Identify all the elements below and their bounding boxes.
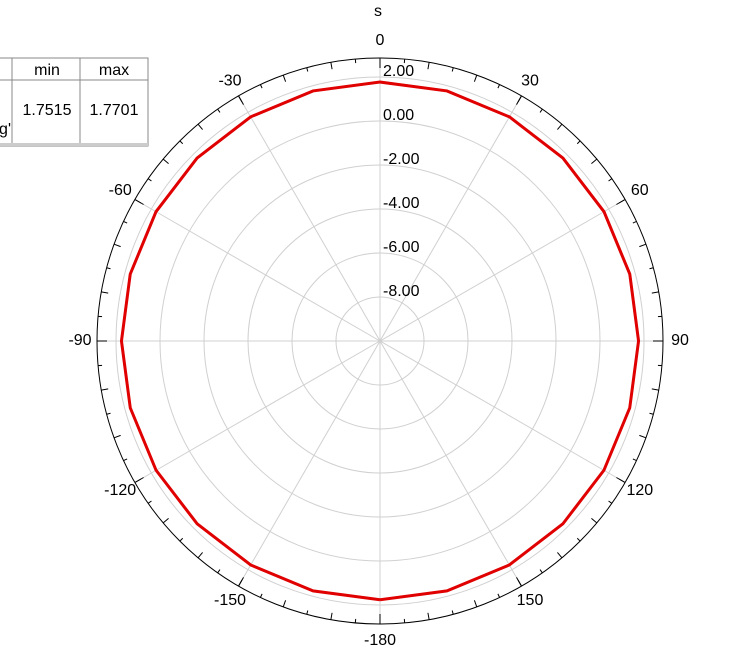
minor-tick <box>162 518 169 524</box>
minor-tick <box>576 140 581 145</box>
minor-tick <box>217 108 221 113</box>
minor-tick <box>306 67 309 72</box>
angle-label: 120 <box>626 482 653 499</box>
minor-tick <box>473 600 478 608</box>
minor-tick <box>147 178 152 182</box>
minor-tick <box>497 84 501 89</box>
minor-tick <box>517 95 522 103</box>
spoke <box>134 340 381 483</box>
legend-row-name: g' <box>0 121 11 138</box>
minor-tick <box>123 220 128 224</box>
minor-tick <box>101 291 109 294</box>
minor-tick <box>608 178 613 182</box>
legend-table: min max g' 1.7515 1.7701 <box>0 57 149 147</box>
minor-tick <box>330 62 333 70</box>
radial-label: -4.00 <box>383 195 420 212</box>
legend-shadow <box>0 143 148 146</box>
legend-max: 1.7701 <box>90 102 139 119</box>
spoke <box>238 340 381 587</box>
minor-tick <box>147 500 152 504</box>
minor-tick <box>101 388 109 391</box>
minor-tick <box>179 140 184 145</box>
minor-tick <box>451 67 454 72</box>
minor-tick <box>649 412 654 415</box>
minor-tick <box>134 478 142 483</box>
chart-title: s <box>374 3 382 20</box>
plot-area: 0 30 60 90 120 150 -180 -150 -120 -90 -60 -30 2.00 0.… <box>68 32 689 649</box>
spoke <box>238 95 381 342</box>
spoke <box>379 340 626 483</box>
legend-header: max <box>99 62 129 79</box>
minor-tick <box>451 610 454 615</box>
minor-tick <box>106 412 111 415</box>
minor-tick <box>123 458 128 462</box>
minor-tick <box>473 74 478 82</box>
minor-tick <box>639 434 647 439</box>
angle-label: -90 <box>68 332 91 349</box>
radial-label: -6.00 <box>383 239 420 256</box>
minor-tick <box>651 291 659 294</box>
minor-tick <box>179 537 184 542</box>
minor-tick <box>618 199 626 204</box>
minor-tick <box>632 458 637 462</box>
minor-tick <box>608 500 613 504</box>
minor-tick <box>649 267 654 270</box>
minor-tick <box>539 108 543 113</box>
spoke <box>379 199 626 342</box>
angle-label: -30 <box>218 72 241 89</box>
spoke <box>379 340 522 587</box>
minor-tick <box>197 123 203 130</box>
spoke <box>134 199 381 342</box>
minor-tick <box>591 518 598 524</box>
minor-tick <box>639 243 647 248</box>
minor-tick <box>576 537 581 542</box>
minor-tick <box>282 600 287 608</box>
minor-tick <box>651 388 659 391</box>
minor-tick <box>162 158 169 164</box>
minor-tick <box>330 612 333 620</box>
minor-tick <box>539 569 543 574</box>
angle-label: 60 <box>631 182 649 199</box>
angle-label: -60 <box>109 182 132 199</box>
minor-tick <box>282 74 287 82</box>
minor-tick <box>113 243 121 248</box>
minor-tick <box>217 569 221 574</box>
minor-tick <box>306 610 309 615</box>
minor-tick <box>427 612 430 620</box>
angle-label: 150 <box>517 592 544 609</box>
minor-tick <box>591 158 598 164</box>
angle-label: -150 <box>214 592 246 609</box>
minor-tick <box>618 478 626 483</box>
minor-tick <box>427 62 430 70</box>
angle-label: 0 <box>376 32 385 49</box>
minor-tick <box>259 84 263 89</box>
minor-tick <box>106 267 111 270</box>
legend-header: min <box>34 62 60 79</box>
minor-tick <box>134 199 142 204</box>
minor-tick <box>113 434 121 439</box>
radial-label: 2.00 <box>383 63 414 80</box>
minor-tick <box>557 123 563 130</box>
minor-tick <box>259 593 263 598</box>
minor-tick <box>632 220 637 224</box>
radial-label: -2.00 <box>383 151 420 168</box>
angle-label: 90 <box>671 332 689 349</box>
spoke <box>379 95 522 342</box>
minor-tick <box>197 552 203 559</box>
minor-tick <box>238 579 243 587</box>
minor-tick <box>497 593 501 598</box>
minor-tick <box>517 579 522 587</box>
angle-label: 30 <box>521 72 539 89</box>
radial-label: -8.00 <box>383 283 420 300</box>
radial-label: 0.00 <box>383 107 414 124</box>
angle-label: -180 <box>364 632 396 649</box>
legend-box <box>0 57 149 147</box>
data-line <box>119 80 641 602</box>
legend-min: 1.7515 <box>23 102 72 119</box>
minor-tick <box>238 95 243 103</box>
minor-tick <box>557 552 563 559</box>
angle-label: -120 <box>104 482 136 499</box>
